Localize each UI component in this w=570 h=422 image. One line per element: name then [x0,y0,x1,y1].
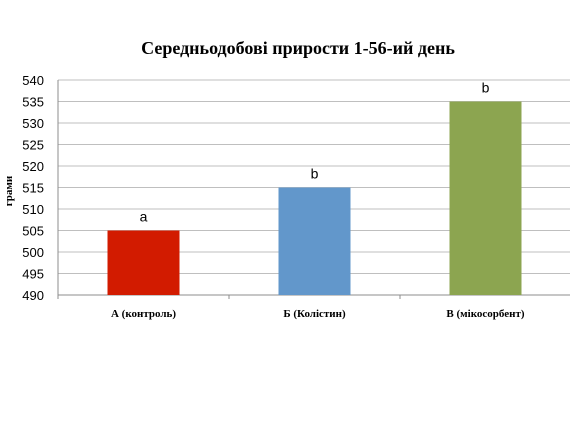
x-tick-label: В (мікосорбент) [446,308,524,320]
y-tick-label: 525 [22,138,44,153]
tick-labels: 490 495 500 505 510 515 520 525 530 535 540 А (конт… [22,73,525,320]
y-tick-label: 495 [22,267,44,282]
y-tick-label: 520 [22,159,44,174]
y-tick-label: 535 [22,95,44,110]
y-tick-label: 505 [22,224,44,239]
chart-title: Середньодобові прирости 1-56-ий день [141,38,455,58]
x-tick-label: А (контроль) [111,308,176,320]
x-tick-label: Б (Колістин) [283,308,346,320]
y-tick-label: 500 [22,245,44,260]
y-tick-label: 490 [22,288,44,303]
y-tick-label: 510 [22,202,44,217]
y-tick-label: 530 [22,116,44,131]
bars [107,101,522,295]
y-tick-label: 515 [22,181,44,196]
bar [107,230,180,295]
y-tick-label: 540 [22,73,44,88]
data-label: a [140,209,148,225]
bar [449,101,522,295]
data-label: b [311,166,319,182]
data-labels: a b b [140,80,490,225]
y-axis-label: грами [3,175,15,206]
bar [278,187,351,295]
data-label: b [482,80,490,96]
